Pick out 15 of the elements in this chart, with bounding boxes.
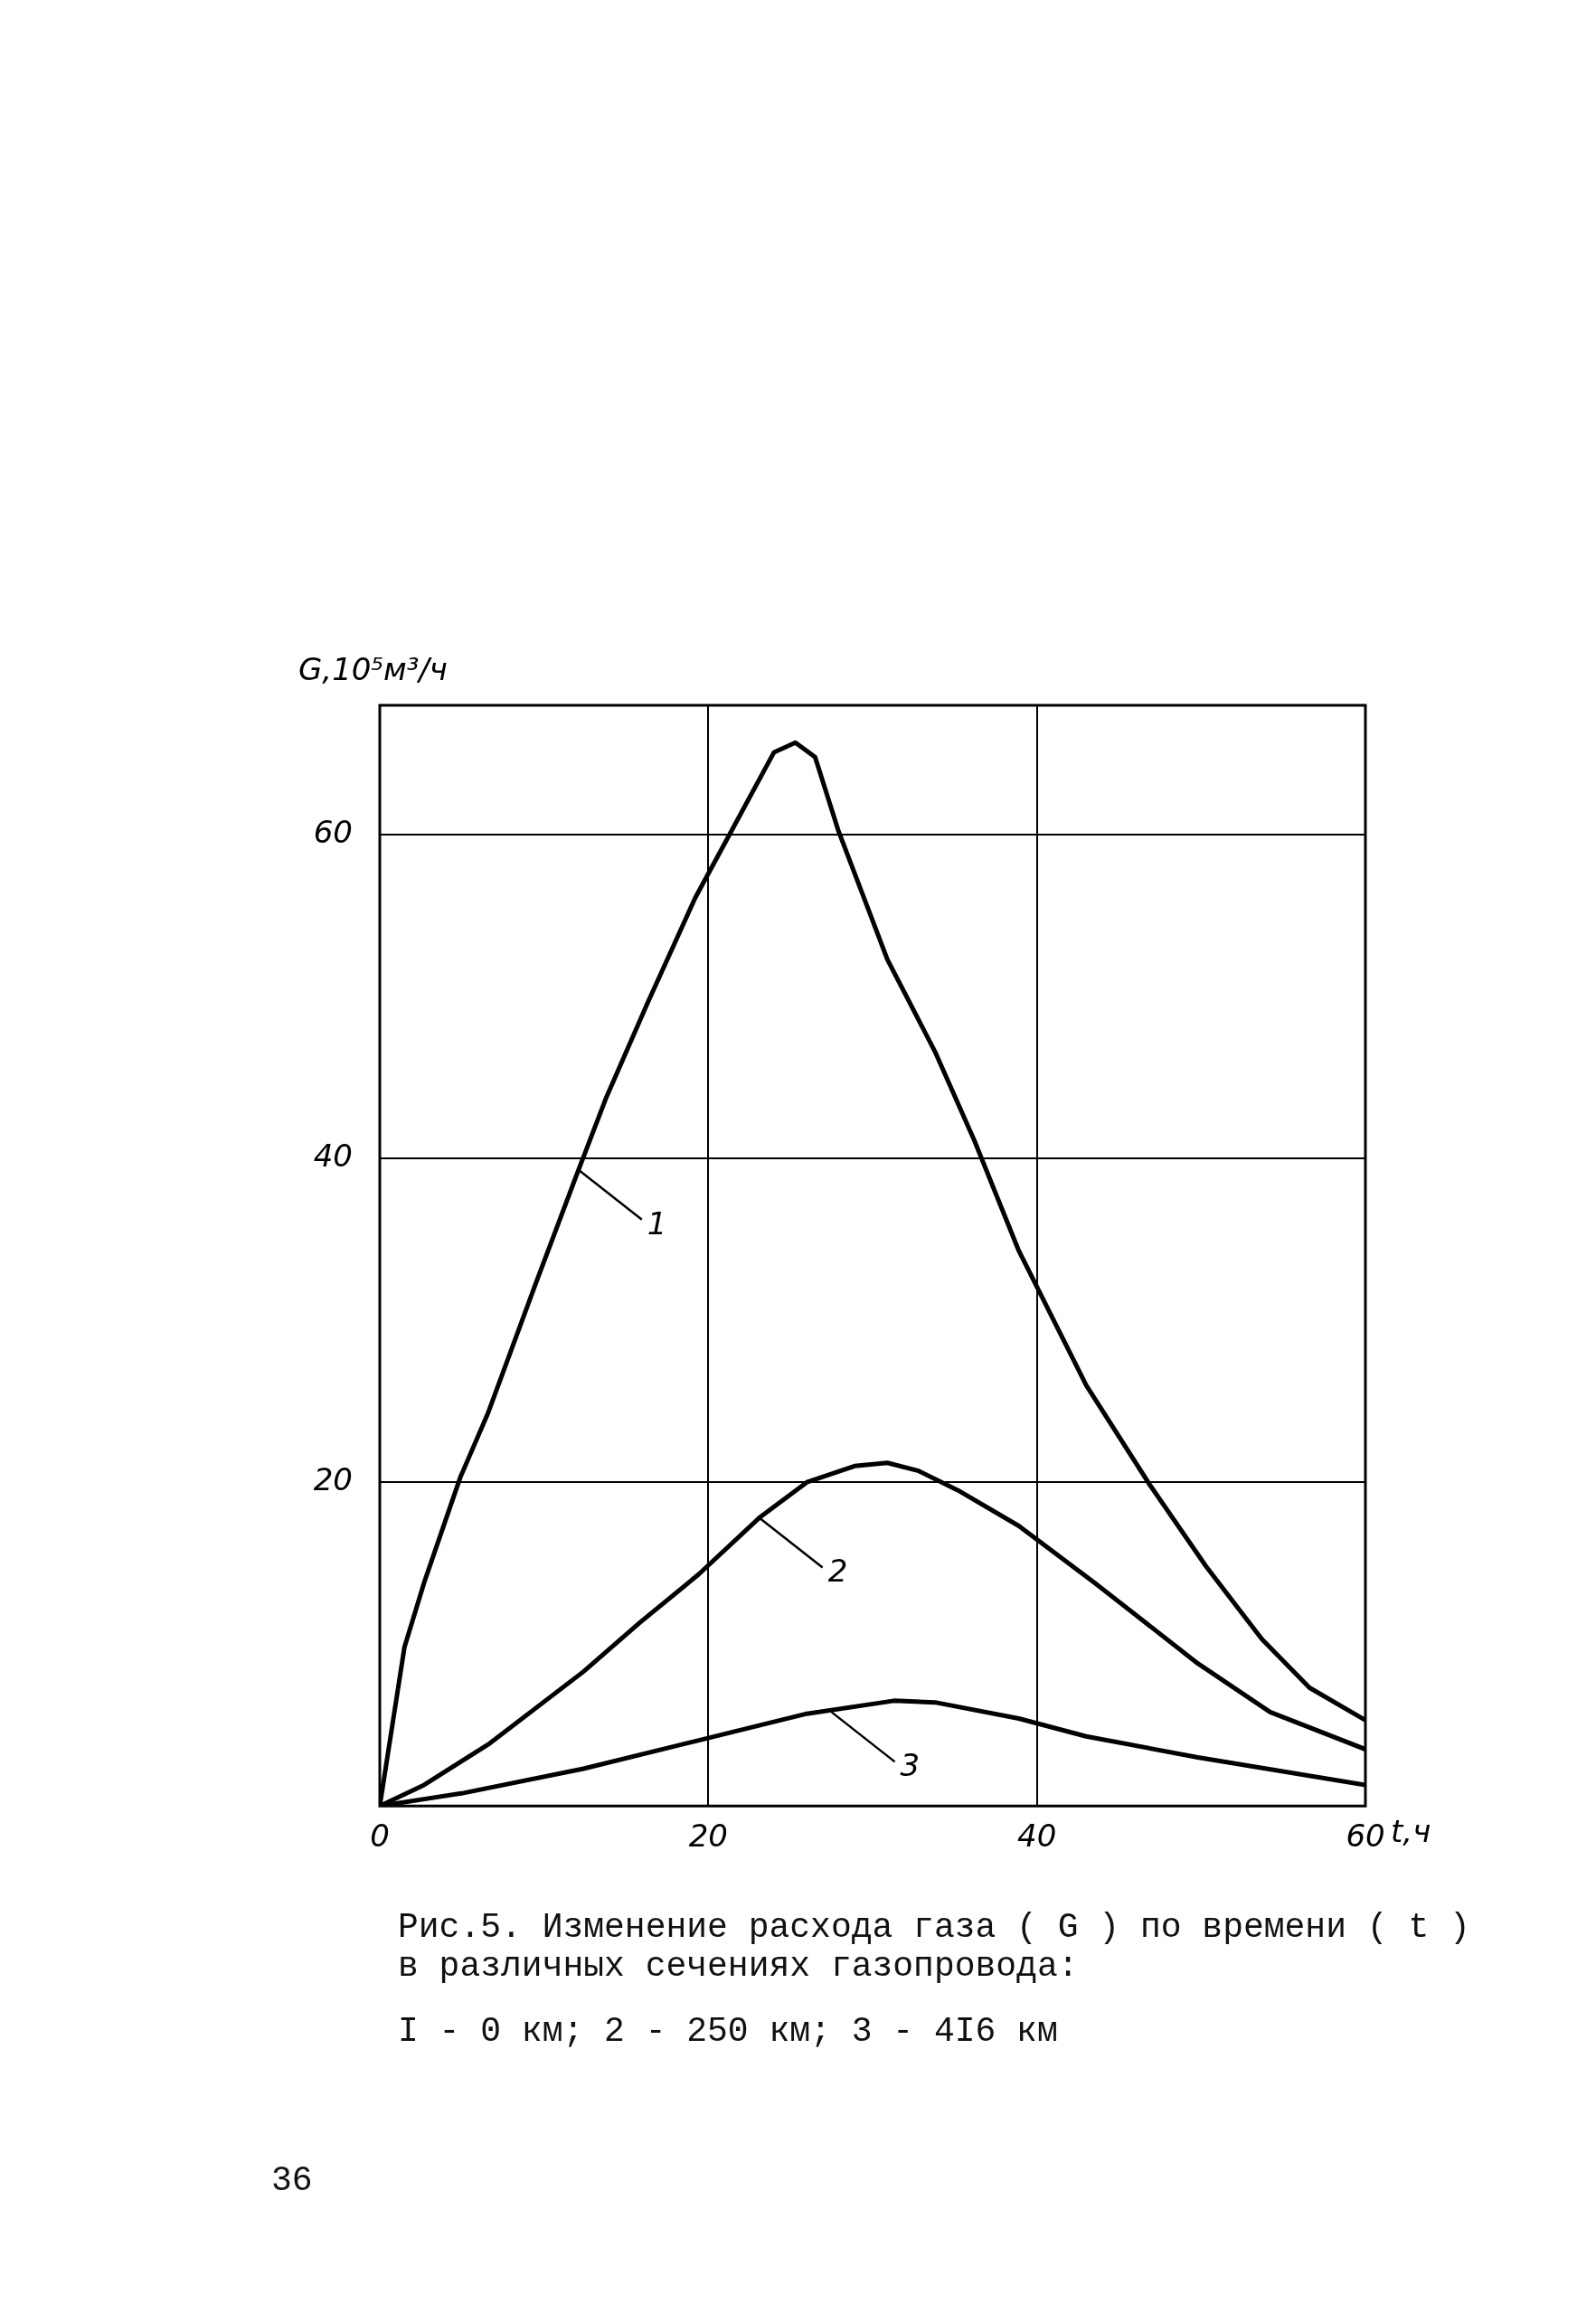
annotation: 3 [900,1747,921,1784]
x-tick-label: 40 [1017,1818,1057,1855]
text: I - 0 км; 2 - 250 км; 3 - 4I6 км [398,2012,1058,2051]
x-tick-label: 20 [688,1818,728,1855]
y-tick-label: 60 [313,814,353,851]
annotation: 2 [827,1553,848,1590]
annotation: 1 [647,1204,667,1242]
text: Рис.5. Изменение расхода газа ( G ) по времени ( t ) в различных сечениях газопровода: [398,1908,1470,1986]
y-tick-label: 20 [313,1461,353,1498]
y-axis-title: G,10⁵м³/ч [298,650,448,687]
x-axis-title: t,ч [1391,1813,1431,1850]
x-tick-label: 60 [1346,1818,1385,1855]
text: 36 [271,2161,313,2200]
y-tick-label: 40 [313,1138,353,1175]
x-tick-label: 0 [370,1818,390,1855]
